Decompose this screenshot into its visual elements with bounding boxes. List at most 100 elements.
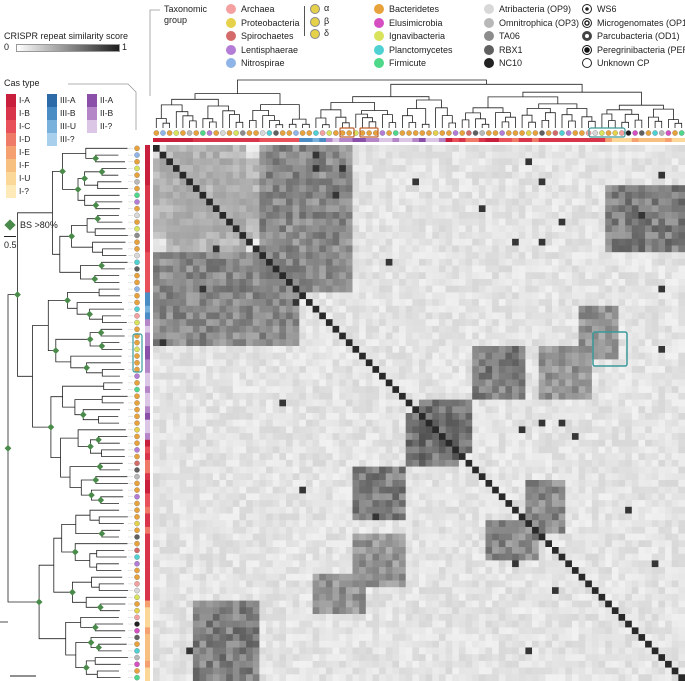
bootstrap-node-icon xyxy=(98,168,106,176)
taxonomic-group-title-line1: Taxonomic xyxy=(164,4,208,14)
bootstrap-node-icon xyxy=(95,436,102,444)
cas-type-label: III-A xyxy=(60,95,76,105)
bootstrap-node-icon xyxy=(74,186,82,193)
bootstrap-node-icon xyxy=(71,548,79,556)
cas-type-label: I-F xyxy=(19,160,30,170)
taxon-legend-label: Planctomycetes xyxy=(389,44,453,55)
bootstrap-node-icon xyxy=(86,335,94,343)
bootstrap-node-icon xyxy=(64,297,71,304)
taxon-legend-label: Spirochaetes xyxy=(241,31,294,41)
left-phylogenetic-tree xyxy=(0,147,133,678)
scale-bar xyxy=(4,236,16,237)
taxon-legend-dot-icon xyxy=(374,4,384,14)
taxon-legend-label: Archaea xyxy=(241,4,275,14)
cas-type-label: I-E xyxy=(19,147,30,157)
bootstrap-node-icon xyxy=(68,232,75,240)
taxon-legend-label: Unknown CP xyxy=(597,58,650,68)
taxon-legend-dot-icon xyxy=(374,17,384,28)
cas-type-swatch xyxy=(6,120,16,133)
score-gradient-bar xyxy=(16,44,120,52)
bootstrap-node-icon xyxy=(88,491,95,499)
taxon-legend-label: NC10 xyxy=(499,58,523,68)
bootstrap-node-icon xyxy=(97,496,105,504)
taxon-legend-dot-icon xyxy=(484,58,494,68)
cas-type-swatch xyxy=(6,107,16,120)
cas-type-swatch xyxy=(87,94,97,107)
taxon-legend-dot-icon xyxy=(484,17,494,28)
score-max-label: 1 xyxy=(122,42,128,52)
taxon-legend-dot-icon xyxy=(582,4,592,14)
taxon-legend-dot-icon xyxy=(582,17,592,28)
cas-type-swatch xyxy=(6,146,16,159)
bootstrap-label: BS >80% xyxy=(20,220,58,230)
bootstrap-node-icon xyxy=(86,310,93,318)
scale-bar-label: 0.5 xyxy=(4,240,17,250)
proteobacteria-bracket xyxy=(304,6,309,36)
bootstrap-node-icon xyxy=(98,342,106,350)
top-dendrogram xyxy=(155,79,683,128)
cas-type-swatch xyxy=(47,94,57,107)
taxon-legend-dot-icon xyxy=(582,58,592,68)
taxon-legend-label: Ignavibacteria xyxy=(389,31,446,41)
cas-type-label: III-? xyxy=(60,134,75,144)
taxon-legend-dot-icon xyxy=(484,4,494,14)
cas-type-label: II-B xyxy=(100,108,114,118)
bootstrap-node-icon xyxy=(81,175,88,182)
taxon-legend-label: Nitrospirae xyxy=(241,58,285,68)
cas-type-swatch xyxy=(47,133,57,146)
bootstrap-node-icon xyxy=(94,215,101,223)
cas-type-label: II-A xyxy=(100,95,114,105)
taxon-legend-label: Parcubacteria (OD1) xyxy=(597,31,680,41)
bootstrap-node-icon xyxy=(52,347,60,354)
bootstrap-node-icon xyxy=(97,329,105,336)
top-cas-bar xyxy=(153,138,685,142)
cas-type-swatch xyxy=(47,120,57,133)
taxon-legend-label: Microgenomates (OP11) xyxy=(597,17,685,28)
taxon-legend-label: Elusimicrobia xyxy=(389,17,443,28)
highlight-boxes xyxy=(132,127,628,373)
cas-type-swatch xyxy=(6,94,16,107)
top-taxonomy-dots xyxy=(153,130,685,136)
taxon-legend-dot-icon xyxy=(226,17,236,28)
cas-type-label: I-A xyxy=(19,95,30,105)
taxon-legend-dot-icon xyxy=(226,4,236,14)
bootstrap-node-icon xyxy=(98,262,105,269)
bootstrap-node-icon xyxy=(91,624,99,631)
bootstrap-node-icon xyxy=(92,201,100,209)
cas-type-label: I-U xyxy=(19,173,31,183)
bootstrap-node-icon xyxy=(87,639,95,646)
taxon-legend-label: Proteobacteria xyxy=(241,17,300,28)
bootstrap-node-icon xyxy=(96,463,104,470)
taxon-legend-label: Omnitrophica (OP3) xyxy=(499,17,580,28)
bootstrap-node-icon xyxy=(79,411,87,419)
bootstrap-node-icon xyxy=(35,598,43,606)
taxon-legend-dot-icon xyxy=(484,44,494,55)
bootstrap-node-icon xyxy=(69,588,76,596)
proteobacteria-subclass-dot-icon xyxy=(310,29,320,39)
taxon-legend-dot-icon xyxy=(226,44,236,55)
cas-type-label: I-B xyxy=(19,108,30,118)
bootstrap-node-icon xyxy=(83,364,90,372)
taxon-legend-label: Firmicute xyxy=(389,58,427,68)
bootstrap-node-icon xyxy=(87,443,94,450)
cas-type-label: I-? xyxy=(19,186,29,196)
bootstrap-node-icon xyxy=(92,155,99,162)
score-legend-title: CRISPR repeat similarity score xyxy=(4,31,129,41)
cas-type-swatch xyxy=(6,172,16,185)
cas-type-label: II-? xyxy=(100,121,113,131)
cas-type-label: III-B xyxy=(60,108,76,118)
proteobacteria-subclass-label: δ xyxy=(324,28,330,38)
proteobacteria-subclass-dot-icon xyxy=(310,16,320,27)
taxon-legend-label: Lentisphaerae xyxy=(241,44,299,55)
left-taxonomy-dots xyxy=(134,145,140,681)
taxon-legend-dot-icon xyxy=(226,58,236,68)
taxonomic-group-title-line2: group xyxy=(164,15,188,25)
cas-type-swatch xyxy=(87,107,97,120)
cas-type-label: I-D xyxy=(19,134,31,144)
bootstrap-node-icon xyxy=(82,664,90,671)
taxon-legend-dot-icon xyxy=(582,31,592,41)
taxon-legend-label: Atribacteria (OP9) xyxy=(499,4,572,14)
bootstrap-node-icon xyxy=(96,603,104,611)
cas-type-swatch xyxy=(87,120,97,133)
